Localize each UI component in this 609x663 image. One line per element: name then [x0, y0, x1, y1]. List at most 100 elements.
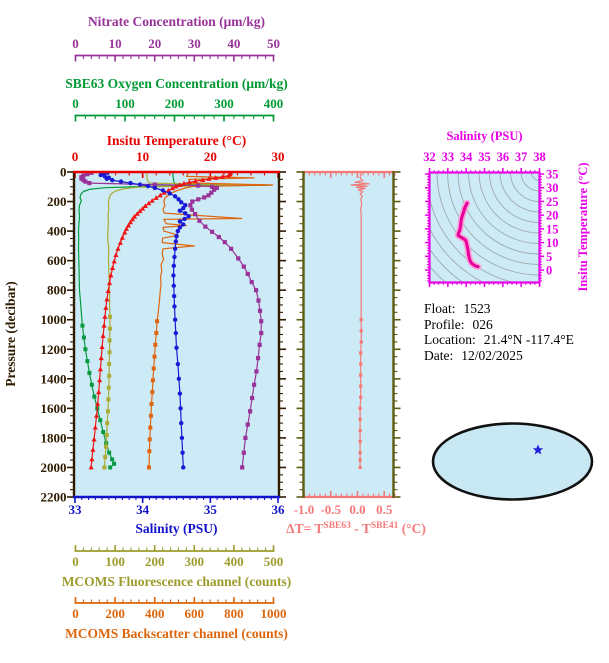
data-point — [181, 222, 186, 227]
location-value: 21.4°N -117.4°E — [483, 332, 574, 348]
data-point — [128, 180, 133, 186]
data-point — [190, 199, 195, 204]
delta-t-tick-label: 0.0 — [349, 502, 365, 517]
data-point — [358, 417, 362, 422]
data-point — [134, 211, 140, 216]
data-point — [179, 420, 184, 426]
data-point — [131, 213, 138, 219]
data-point — [172, 246, 178, 252]
data-point — [213, 175, 219, 180]
delta-t-tick-label: -1.0 — [294, 502, 315, 517]
data-point — [186, 179, 192, 185]
float-info-row: Date: 12/02/2025 — [424, 348, 574, 364]
data-point — [81, 335, 86, 340]
data-point — [107, 450, 112, 455]
data-point — [90, 446, 96, 452]
profile-curves — [77, 172, 274, 470]
data-point — [212, 187, 217, 192]
location-label: Location: — [424, 332, 476, 348]
data-point — [245, 422, 250, 427]
data-point — [182, 216, 187, 222]
data-point — [241, 450, 246, 455]
data-point — [172, 304, 177, 309]
data-point — [197, 218, 202, 223]
data-point — [151, 366, 156, 371]
pressure-tick-label: 800 — [47, 283, 67, 298]
oxygen-tick-label: 300 — [214, 96, 234, 111]
data-point — [178, 406, 183, 411]
oxygen-axis-title: SBE63 Oxygen Concentration (μm/kg) — [65, 76, 288, 91]
data-point — [173, 330, 179, 336]
data-point — [123, 226, 129, 231]
data-point — [171, 293, 177, 299]
data-point — [173, 239, 179, 244]
data-point — [358, 451, 362, 455]
pressure-tick-label: 1000 — [41, 312, 67, 327]
data-point — [107, 373, 112, 378]
data-point — [108, 465, 113, 470]
fluorescence-tick-label: 100 — [105, 554, 125, 569]
delta-t-axis-title: ΔT= TSBE63 - TSBE41 (°C) — [286, 521, 426, 536]
data-point — [229, 246, 234, 251]
data-point — [85, 359, 90, 364]
data-point — [99, 344, 105, 350]
data-point — [89, 172, 94, 175]
data-point — [171, 273, 176, 278]
data-point — [173, 183, 179, 189]
data-point — [95, 401, 101, 406]
data-point — [93, 413, 100, 418]
data-point — [98, 172, 103, 178]
data-point — [106, 280, 113, 286]
data-point — [146, 200, 152, 206]
data-point — [85, 172, 90, 177]
data-point — [206, 193, 211, 198]
ts-salinity-tick-label: 33 — [442, 150, 455, 164]
data-point — [181, 205, 186, 211]
ts-temperature-tick-label: 35 — [546, 167, 559, 181]
data-point — [359, 373, 363, 377]
data-point — [196, 197, 201, 202]
data-point — [148, 413, 153, 418]
backscatter-tick-label: 0 — [72, 606, 79, 621]
nitrate-tick-label: 10 — [109, 36, 122, 51]
data-point — [171, 263, 176, 269]
data-point — [147, 437, 152, 442]
data-point — [251, 382, 257, 387]
salinity-tick-label: 34 — [136, 502, 150, 517]
data-point — [150, 378, 155, 383]
float-info-row: Float: 1523 — [424, 301, 574, 317]
data-point — [256, 298, 261, 303]
data-point — [101, 430, 106, 434]
data-point — [140, 205, 146, 211]
data-point — [129, 216, 136, 222]
data-point — [210, 184, 215, 189]
temperature-tick-label: 20 — [204, 149, 217, 164]
oxygen-tick-label: 400 — [264, 96, 284, 111]
data-point — [177, 225, 183, 230]
data-point — [152, 354, 157, 359]
data-point — [101, 322, 107, 328]
data-point — [104, 432, 109, 437]
data-point — [97, 366, 103, 372]
data-point — [177, 182, 183, 187]
data-point — [222, 240, 227, 245]
oxygen-profile-line — [77, 172, 270, 468]
data-point — [359, 340, 363, 344]
pressure-axis-title: Pressure (decibar) — [3, 281, 18, 387]
data-point — [359, 329, 363, 333]
pressure-tick-label: 1400 — [41, 371, 67, 386]
data-point — [177, 391, 183, 396]
data-point — [358, 465, 362, 470]
pressure-tick-label: 1200 — [41, 342, 67, 357]
ts-temperature-tick-label: 10 — [546, 236, 559, 250]
ts-temperature-tick-label: 0 — [546, 264, 552, 278]
date-value: 12/02/2025 — [461, 347, 523, 363]
data-point — [122, 229, 128, 235]
ts-salinity-tick-label: 34 — [460, 150, 473, 164]
data-point — [107, 350, 112, 355]
data-point — [206, 176, 212, 181]
delta-t-curve — [350, 172, 370, 470]
data-point — [118, 179, 124, 184]
data-point — [113, 252, 119, 258]
